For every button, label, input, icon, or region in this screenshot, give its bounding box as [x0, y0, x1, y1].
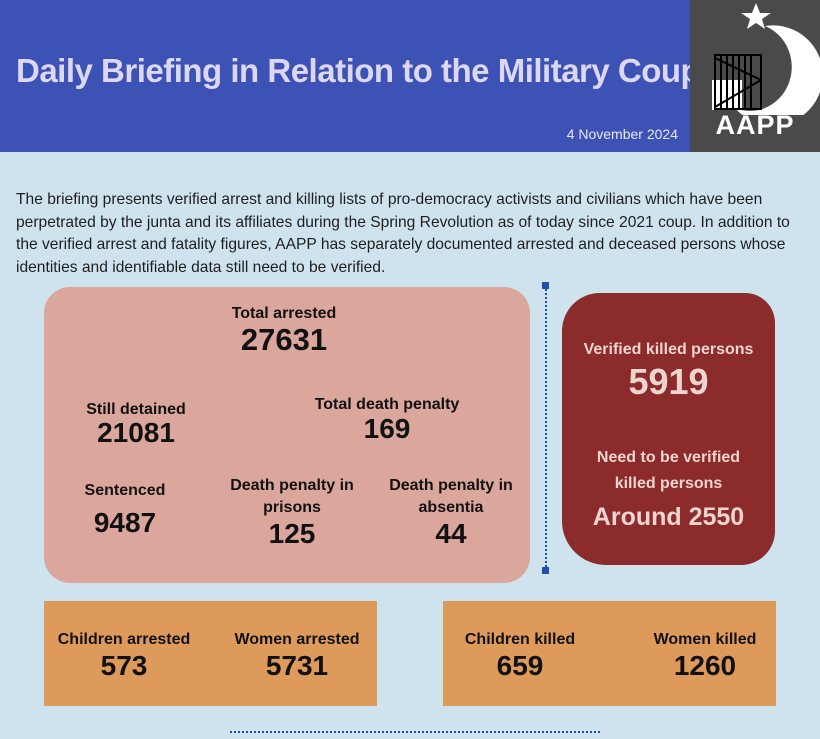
stat-value: 27631 — [240, 322, 328, 357]
stat-value: 44 — [435, 518, 467, 549]
header-banner: Daily Briefing in Relation to the Milita… — [0, 0, 820, 152]
children-arrested-stat: Children arrested 573 — [49, 629, 199, 681]
verified-killed-stat: Verified killed persons 5919 — [562, 339, 775, 403]
death-penalty-prisons-stat: Death penalty in prisons 125 — [224, 475, 360, 549]
page-title: Daily Briefing in Relation to the Milita… — [16, 52, 701, 89]
intro-paragraph: The briefing presents verified arrest an… — [16, 191, 790, 276]
arrest-stats-panel: Total arrested 27631 Still detained 2108… — [44, 287, 530, 583]
logo-text: AAPP — [715, 110, 795, 140]
stat-value: Around 2550 — [592, 503, 745, 531]
arrested-demographics-panel: Children arrested 573 Women arrested 573… — [44, 601, 377, 706]
stat-label: Sentenced — [84, 482, 166, 499]
stat-value: 5731 — [265, 650, 329, 681]
total-death-penalty-stat: Total death penalty 169 — [294, 394, 480, 444]
horizontal-divider — [230, 731, 600, 733]
children-killed-stat: Children killed 659 — [453, 629, 587, 681]
stat-value: 659 — [496, 650, 544, 681]
still-detained-stat: Still detained 21081 — [64, 399, 208, 448]
stat-label: Death penalty in absentia — [389, 477, 513, 516]
briefing-date: 4 November 2024 — [566, 126, 678, 142]
women-killed-stat: Women killed 1260 — [643, 629, 767, 681]
aapp-logo: AAPP — [690, 0, 820, 152]
unverified-killed-stat: Need to be verified killed persons Aroun… — [562, 445, 775, 537]
stat-label: Verified killed persons — [583, 341, 754, 358]
stat-value: 9487 — [93, 507, 157, 538]
stat-label: Women arrested — [234, 631, 360, 648]
stat-label: Children arrested — [57, 631, 191, 648]
killed-stats-panel: Verified killed persons 5919 Need to be … — [562, 293, 775, 565]
total-arrested-stat: Total arrested 27631 — [194, 303, 374, 355]
death-penalty-absentia-stat: Death penalty in absentia 44 — [384, 475, 518, 549]
women-arrested-stat: Women arrested 5731 — [224, 629, 370, 681]
stat-value: 125 — [268, 518, 316, 549]
killed-demographics-panel: Children killed 659 Women killed 1260 — [443, 601, 776, 706]
stat-label: Death penalty in prisons — [230, 477, 354, 516]
stat-value: 573 — [100, 650, 148, 681]
stat-label: Need to be verified killed persons — [596, 449, 741, 492]
divider-end-marker — [542, 567, 549, 574]
stat-label: Women killed — [653, 631, 757, 648]
divider-end-marker — [542, 282, 549, 289]
stat-value: 5919 — [628, 361, 709, 402]
sentenced-stat: Sentenced 9487 — [64, 480, 186, 538]
stat-value: 1260 — [673, 650, 737, 681]
vertical-divider — [545, 285, 547, 571]
stat-value: 21081 — [97, 417, 175, 448]
stat-value: 169 — [363, 413, 411, 444]
stat-label: Total death penalty — [314, 396, 460, 413]
stat-label: Total arrested — [231, 305, 337, 322]
stat-label: Children killed — [464, 631, 576, 648]
stat-label: Still detained — [86, 401, 186, 418]
logo-emblem-icon — [712, 3, 820, 115]
